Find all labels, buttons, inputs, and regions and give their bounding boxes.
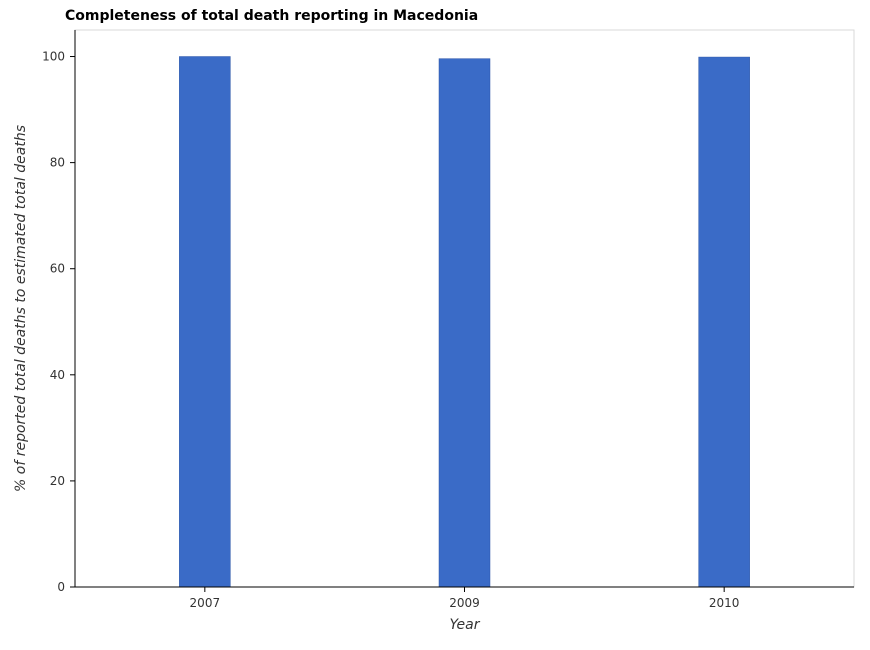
y-axis-title: % of reported total deaths to estimated … <box>13 125 29 492</box>
x-axis: 2007 2009 2010 <box>75 586 854 610</box>
x-tick-label: 2007 <box>190 596 221 610</box>
x-tick-label: 2010 <box>709 596 740 610</box>
y-tick-label: 80 <box>50 156 65 170</box>
y-tick-label: 100 <box>42 50 65 64</box>
chart-title: Completeness of total death reporting in… <box>65 8 479 24</box>
bar-2010 <box>698 56 750 588</box>
y-axis: 0 20 40 60 80 100 <box>42 30 76 594</box>
x-axis-title: Year <box>450 617 481 633</box>
bar-2007 <box>179 56 231 588</box>
bar-2009 <box>438 58 491 588</box>
y-tick-label: 0 <box>57 580 65 594</box>
bars-layer <box>179 56 750 588</box>
y-tick-label: 60 <box>50 262 65 276</box>
y-tick-label: 40 <box>50 368 65 382</box>
x-tick-label: 2009 <box>449 596 480 610</box>
y-tick-label: 20 <box>50 474 65 488</box>
